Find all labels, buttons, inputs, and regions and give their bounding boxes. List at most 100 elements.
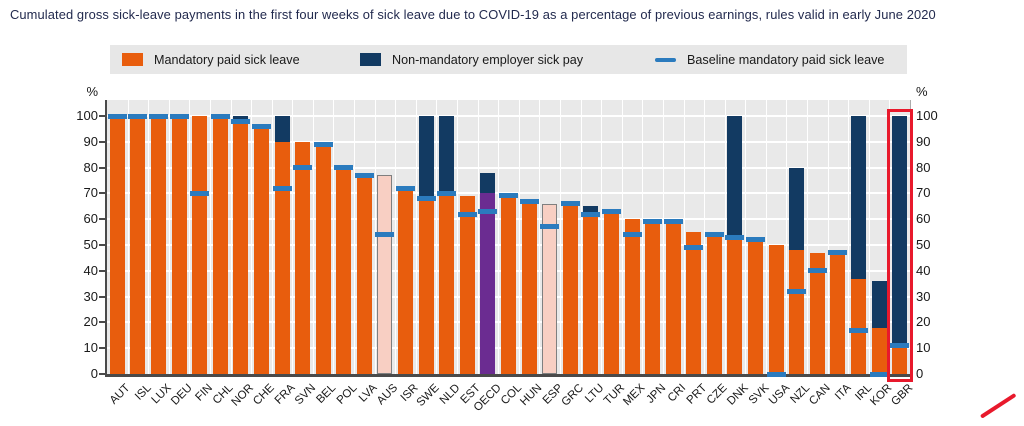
baseline-dash-NOR	[231, 118, 251, 124]
baseline-swatch-icon	[655, 57, 676, 62]
x-label-BEL: BEL	[314, 382, 339, 406]
gridline-y-100	[107, 115, 910, 117]
legend-label-baseline: Baseline mandatory paid sick leave	[687, 52, 885, 67]
bar-mandatory-ESP	[542, 203, 558, 374]
bar-mandatory-PRT	[686, 232, 702, 374]
x-label-SVK: SVK	[746, 382, 772, 407]
bar-mandatory-COL	[501, 195, 516, 374]
bar-mandatory-FRA	[274, 141, 290, 374]
baseline-dash-CRI	[663, 219, 683, 225]
x-label-SVN: SVN	[292, 382, 319, 408]
baseline-dash-ISR	[396, 185, 416, 191]
baseline-dash-USA	[766, 371, 786, 377]
x-label-COL: COL	[498, 382, 524, 408]
legend-label-nonmandatory: Non-mandatory employer sick pay	[392, 52, 584, 67]
y-label-right-80: 80	[916, 159, 931, 175]
gridline-x-19	[498, 100, 500, 374]
y-label-left-90: 90	[83, 133, 98, 149]
baseline-dash-CHL	[210, 113, 230, 119]
y-label-left-0: 0	[90, 366, 98, 381]
gridline-x-17	[457, 100, 459, 374]
bar-mandatory-ITA	[830, 255, 846, 374]
x-label-TUR: TUR	[601, 382, 627, 408]
y-tick-40	[99, 269, 105, 272]
gridline-x-32	[765, 100, 767, 374]
y-label-right-90: 90	[916, 133, 931, 149]
x-label-CHE: CHE	[251, 382, 277, 408]
gridline-x-6	[230, 100, 232, 374]
baseline-dash-POL	[334, 165, 354, 171]
x-label-ITA: ITA	[832, 382, 854, 403]
gridline-x-27	[662, 100, 664, 374]
y-label-left-100: 100	[76, 108, 98, 123]
baseline-dash-SVK	[746, 237, 766, 243]
x-label-MEX: MEX	[621, 382, 648, 409]
x-label-JPN: JPN	[644, 382, 669, 406]
baseline-dash-JPN	[643, 219, 663, 225]
gridline-x-29	[704, 100, 706, 374]
y-tick-20	[99, 321, 105, 324]
baseline-dash-MEX	[622, 232, 642, 238]
x-label-LUX: LUX	[149, 382, 174, 407]
bar-nonmandatory-DNK	[727, 116, 743, 238]
bar-mandatory-OECD	[480, 193, 496, 374]
x-label-PRT: PRT	[684, 382, 710, 407]
bar-nonmandatory-LTU	[583, 206, 599, 215]
baseline-dash-BEL	[313, 141, 333, 147]
y-label-right-30: 30	[916, 288, 931, 304]
x-label-FRA: FRA	[272, 382, 298, 407]
gridline-x-21	[539, 100, 541, 374]
x-label-HUN: HUN	[518, 382, 545, 409]
y-tick-30	[99, 295, 105, 298]
bar-mandatory-CZE	[706, 234, 722, 374]
y-label-left-60: 60	[83, 211, 98, 227]
gridline-x-4	[189, 100, 191, 374]
bar-mandatory-HUN	[521, 201, 537, 374]
bar-mandatory-DNK	[727, 237, 743, 374]
baseline-dash-LTU	[581, 211, 601, 217]
bar-nonmandatory-SWE	[418, 116, 434, 196]
y-tick-60	[99, 218, 105, 221]
baseline-dash-NZL	[787, 288, 807, 294]
bar-mandatory-AUS	[377, 175, 393, 374]
x-label-NLD: NLD	[437, 382, 463, 407]
baseline-dash-KOR	[869, 371, 889, 377]
bar-mandatory-CRI	[665, 221, 681, 374]
x-label-KOR: KOR	[868, 382, 895, 409]
bar-nonmandatory-KOR	[871, 281, 887, 328]
baseline-dash-ISL	[128, 113, 148, 119]
x-label-DNK: DNK	[724, 382, 751, 408]
baseline-dash-FIN	[190, 190, 210, 196]
gridline-x-12	[354, 100, 356, 374]
baseline-dash-AUT	[107, 113, 127, 119]
y-tick-0	[99, 373, 105, 375]
baseline-dash-LVA	[354, 172, 374, 178]
y-tick-100	[99, 115, 105, 117]
bar-nonmandatory-NOR	[233, 116, 249, 122]
y-label-right-70: 70	[916, 185, 931, 201]
x-label-CRI: CRI	[666, 382, 689, 405]
gridline-x-7	[251, 100, 253, 374]
gridline-x-15	[415, 100, 417, 374]
legend: Mandatory paid sick leave Non-mandatory …	[110, 45, 907, 74]
gridline-x-37	[868, 100, 870, 374]
x-label-NOR: NOR	[229, 382, 257, 409]
bar-mandatory-GRC	[562, 203, 578, 374]
baseline-dash-PRT	[684, 245, 704, 251]
bar-mandatory-ISR	[398, 185, 414, 374]
y-label-left-10: 10	[83, 340, 98, 356]
y-label-right-60: 60	[916, 211, 931, 227]
bar-nonmandatory-OECD	[480, 172, 496, 194]
bar-mandatory-AUT	[109, 116, 125, 374]
bar-mandatory-KOR	[871, 327, 887, 374]
x-label-GBR: GBR	[889, 382, 916, 409]
baseline-dash-LUX	[148, 113, 168, 119]
x-label-SWE: SWE	[414, 382, 442, 410]
chart-title: Cumulated gross sick-leave payments in t…	[10, 7, 936, 22]
bar-mandatory-CAN	[809, 252, 825, 374]
highlight-box-GBR	[887, 109, 913, 382]
bar-nonmandatory-NLD	[439, 116, 455, 194]
bar-mandatory-MEX	[624, 219, 640, 374]
bar-mandatory-SWE	[418, 195, 434, 374]
y-tick-10	[99, 347, 105, 350]
